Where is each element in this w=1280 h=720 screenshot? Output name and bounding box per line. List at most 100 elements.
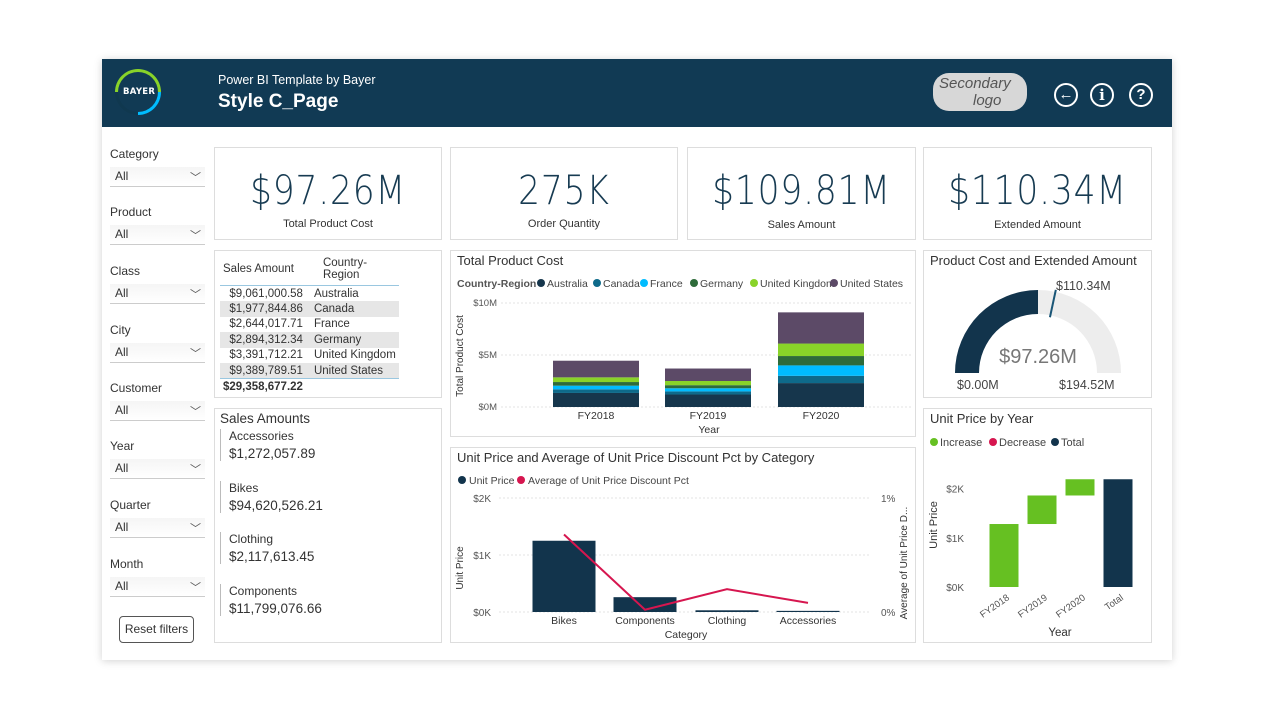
legend-item-discount[interactable]: Average of Unit Price Discount Pct <box>528 475 689 487</box>
bar-segment[interactable] <box>665 381 751 386</box>
filter-label: Year <box>110 439 135 453</box>
category-slicer[interactable]: All ﹀ <box>110 167 205 187</box>
sales-amount-item[interactable]: Accessories $1,272,057.89 <box>220 429 315 461</box>
bar-segment[interactable] <box>778 312 864 344</box>
visual-title: Sales Amounts <box>220 411 311 426</box>
bar-segment[interactable] <box>553 392 639 407</box>
table-row[interactable]: $3,391,712.21 United Kingdom <box>220 348 399 364</box>
chart-bars[interactable] <box>532 540 840 612</box>
waterfall-bar[interactable] <box>1065 479 1095 496</box>
gauge-value-label: $97.26M <box>999 346 1077 368</box>
gauge-chart[interactable]: Product Cost and Extended Amount $110.34… <box>924 251 1153 399</box>
product-slicer[interactable]: All ﹀ <box>110 225 205 245</box>
bar-segment[interactable] <box>665 388 751 392</box>
product-cost-chart[interactable]: Total Product Cost Country-Region Austra… <box>451 251 917 438</box>
legend-item-decrease[interactable]: Decrease <box>999 437 1046 449</box>
filter-category: Category All ﹀ <box>110 147 206 187</box>
filter-class: Class All ﹀ <box>110 264 206 304</box>
kpi-card-sales-amount[interactable]: $109.81M Sales Amount <box>687 147 916 240</box>
sales-amount-item[interactable]: Clothing $2,117,613.45 <box>220 532 314 564</box>
bar-segment[interactable] <box>553 382 639 386</box>
unit-price-combo-chart[interactable]: Unit Price and Average of Unit Price Dis… <box>451 448 917 644</box>
legend-marker <box>750 279 758 287</box>
table-row[interactable]: $9,389,789.51 United States <box>220 363 399 379</box>
table-row[interactable]: $1,977,844.86 Canada <box>220 301 399 317</box>
column-header-sales-amount[interactable]: Sales Amount <box>220 255 311 286</box>
help-icon[interactable]: ? <box>1129 83 1153 107</box>
bar[interactable] <box>776 610 840 612</box>
logo-text: BAYER <box>123 87 156 97</box>
bar-segment[interactable] <box>778 375 864 384</box>
quarter-slicer[interactable]: All ﹀ <box>110 518 205 538</box>
x-axis-ticks: FY2018 FY2019 FY2020 Total <box>978 592 1126 620</box>
bar-segment[interactable] <box>778 383 864 407</box>
back-icon[interactable]: ← <box>1054 83 1078 107</box>
y-axis-ticks: $0K $1K $2K <box>946 485 964 594</box>
gauge-max-label: $194.52M <box>1059 378 1115 392</box>
secondary-logo-line2: logo <box>973 92 1002 109</box>
column-header-country[interactable]: Country-Region <box>310 255 399 286</box>
kpi-card-extended-amount[interactable]: $110.34M Extended Amount <box>923 147 1152 240</box>
legend-item[interactable]: France <box>650 278 683 290</box>
sales-amount-item[interactable]: Components $11,799,076.66 <box>220 584 322 616</box>
filter-year: Year All ﹀ <box>110 439 206 479</box>
bar-segment[interactable] <box>553 389 639 393</box>
slicer-value: All <box>115 227 129 241</box>
sales-table[interactable]: Sales Amount Country-Region $9,061,000.5… <box>220 255 399 394</box>
kpi-card-product-cost[interactable]: $97.26M Total Product Cost <box>214 147 442 240</box>
city-slicer[interactable]: All ﹀ <box>110 343 205 363</box>
bar-segment[interactable] <box>665 394 751 407</box>
filter-label: Category <box>110 147 159 161</box>
customer-slicer[interactable]: All ﹀ <box>110 401 205 421</box>
y-tick-label: $0K <box>946 583 964 594</box>
legend-item-increase[interactable]: Increase <box>940 437 982 449</box>
x-tick-label: Total <box>1103 592 1126 613</box>
year-slicer[interactable]: All ﹀ <box>110 459 205 479</box>
bar-segment[interactable] <box>665 368 751 381</box>
filter-label: Quarter <box>110 498 151 512</box>
kpi-value: $97.26M <box>249 168 407 214</box>
bar-segment[interactable] <box>553 360 639 378</box>
unit-price-waterfall-chart[interactable]: Unit Price by Year Increase Decrease Tot… <box>924 409 1153 644</box>
legend-item[interactable]: United Kingdom <box>760 278 835 290</box>
info-icon[interactable]: i <box>1090 83 1114 107</box>
cell-country: Australia <box>313 287 359 300</box>
bar-segment[interactable] <box>665 391 751 395</box>
x-tick-label: FY2019 <box>690 410 727 422</box>
bar-segment[interactable] <box>778 365 864 376</box>
bar-segment[interactable] <box>778 343 864 357</box>
waterfall-bar[interactable] <box>989 524 1019 587</box>
table-row[interactable]: $2,644,017.71 France <box>220 317 399 333</box>
legend-item[interactable]: Canada <box>603 278 640 290</box>
table-row[interactable]: $9,061,000.58 Australia <box>220 286 399 302</box>
waterfall-bar[interactable] <box>1103 479 1133 587</box>
table-row[interactable]: $2,894,312.34 Germany <box>220 332 399 348</box>
legend-item-unit-price[interactable]: Unit Price <box>469 475 515 487</box>
bar-segment[interactable] <box>553 377 639 383</box>
legend-item[interactable]: Australia <box>547 278 588 290</box>
cell-sales-amount: $2,894,312.34 <box>220 332 311 348</box>
table-total-row: $29,358,677.22 <box>220 378 399 394</box>
bar-segment[interactable] <box>553 385 639 390</box>
bar[interactable] <box>613 597 677 612</box>
bar-segment[interactable] <box>778 356 864 366</box>
chart-bars[interactable] <box>989 479 1133 587</box>
kpi-card-order-quantity[interactable]: 275K Order Quantity <box>450 147 678 240</box>
bar-segment[interactable] <box>665 385 751 389</box>
bar[interactable] <box>532 540 596 612</box>
legend-item[interactable]: United States <box>840 278 903 290</box>
legend-item[interactable]: Germany <box>700 278 744 290</box>
legend-item-total[interactable]: Total <box>1061 437 1084 449</box>
slicer-value: All <box>115 286 129 300</box>
x-tick-label: Clothing <box>708 615 747 627</box>
gauge-value-arc[interactable] <box>955 290 1038 373</box>
chart-bars[interactable] <box>553 312 864 407</box>
item-name: Clothing <box>229 532 274 546</box>
bar[interactable] <box>695 610 759 612</box>
discount-line[interactable] <box>563 533 809 611</box>
sales-amount-item[interactable]: Bikes $94,620,526.21 <box>220 481 323 513</box>
reset-filters-button[interactable]: Reset filters <box>119 616 194 643</box>
class-slicer[interactable]: All ﹀ <box>110 284 205 304</box>
month-slicer[interactable]: All ﹀ <box>110 577 205 597</box>
waterfall-bar[interactable] <box>1027 495 1057 525</box>
